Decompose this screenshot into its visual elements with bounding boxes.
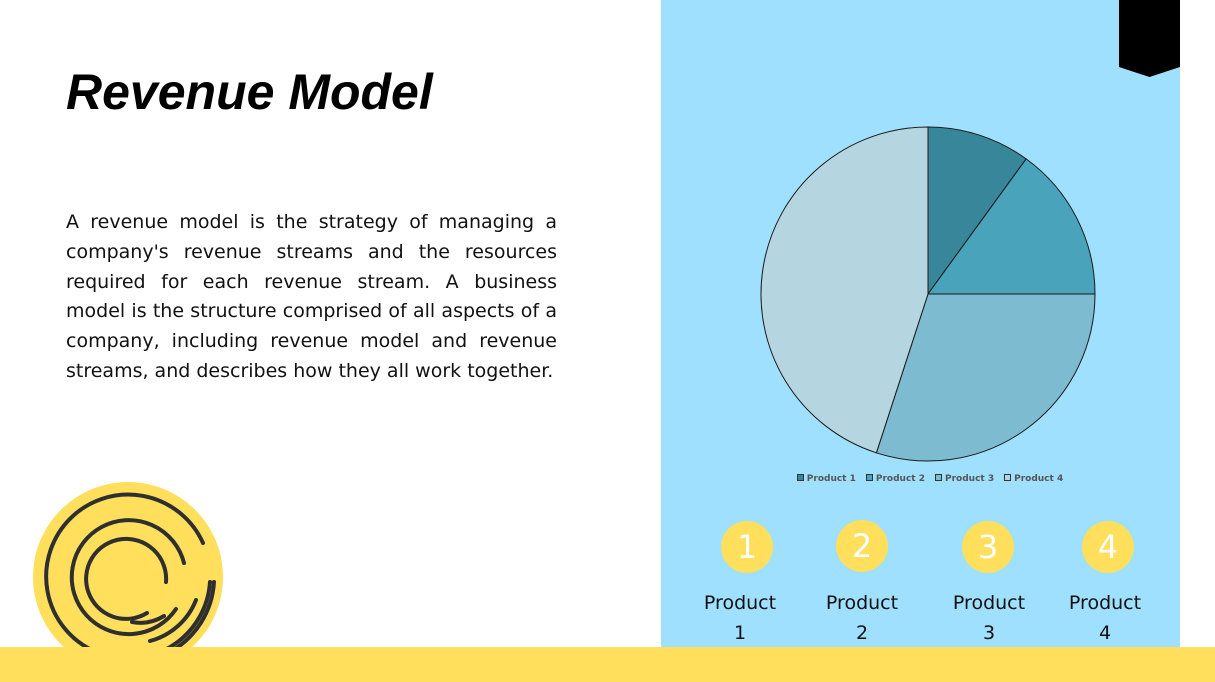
slide-description: A revenue model is the strategy of manag… — [66, 211, 557, 382]
product-label-2-name: Product — [825, 592, 899, 614]
pie-slice-1 — [927, 126, 1027, 296]
product-label-2: Product 2 — [807, 588, 917, 648]
legend-swatch-3 — [935, 474, 942, 481]
pie-slice-3 — [875, 293, 1096, 462]
product-label-4-name: Product — [1068, 592, 1142, 614]
product-label-3-name: Product — [952, 592, 1026, 614]
product-label-4-number: 4 — [1098, 622, 1112, 644]
concentric-circles-decoration — [33, 482, 223, 650]
legend-item-2: Product 2 — [865, 472, 925, 486]
legend-item-1: Product 1 — [796, 472, 856, 486]
product-label-1-name: Product — [703, 592, 777, 614]
product-label-3: Product 3 — [934, 588, 1044, 648]
legend-label-4: Product 4 — [1014, 474, 1064, 484]
product-label-1-number: 1 — [733, 622, 747, 644]
legend-label-1: Product 1 — [806, 474, 856, 484]
pie-slice-4 — [760, 126, 929, 454]
legend-label-2: Product 2 — [875, 474, 925, 484]
product-label-1: Product 1 — [685, 588, 795, 648]
legend-swatch-2 — [865, 474, 873, 481]
product-badge-3: 3 — [962, 521, 1014, 573]
legend-swatch-4 — [1004, 474, 1012, 481]
legend-item-4: Product 4 — [1004, 472, 1063, 486]
pie-slice-2 — [927, 158, 1096, 295]
slide-title: Revenue Model — [66, 64, 433, 120]
product-badge-1: 1 — [721, 521, 773, 573]
product-badge-2: 2 — [836, 520, 888, 572]
bookmark-icon — [1119, 0, 1180, 77]
legend-swatch-1 — [796, 474, 804, 481]
product-label-3-number: 3 — [982, 622, 996, 644]
product-label-2-number: 2 — [855, 622, 869, 644]
bottom-accent-bar — [0, 647, 1215, 682]
product-label-4: Product 4 — [1050, 588, 1160, 648]
product-badge-4: 4 — [1082, 521, 1134, 573]
legend-label-3: Product 3 — [945, 474, 995, 484]
chart-legend: Product 1 Product 2 Product 3 Product 4 — [660, 472, 1200, 486]
legend-item-3: Product 3 — [935, 472, 994, 486]
